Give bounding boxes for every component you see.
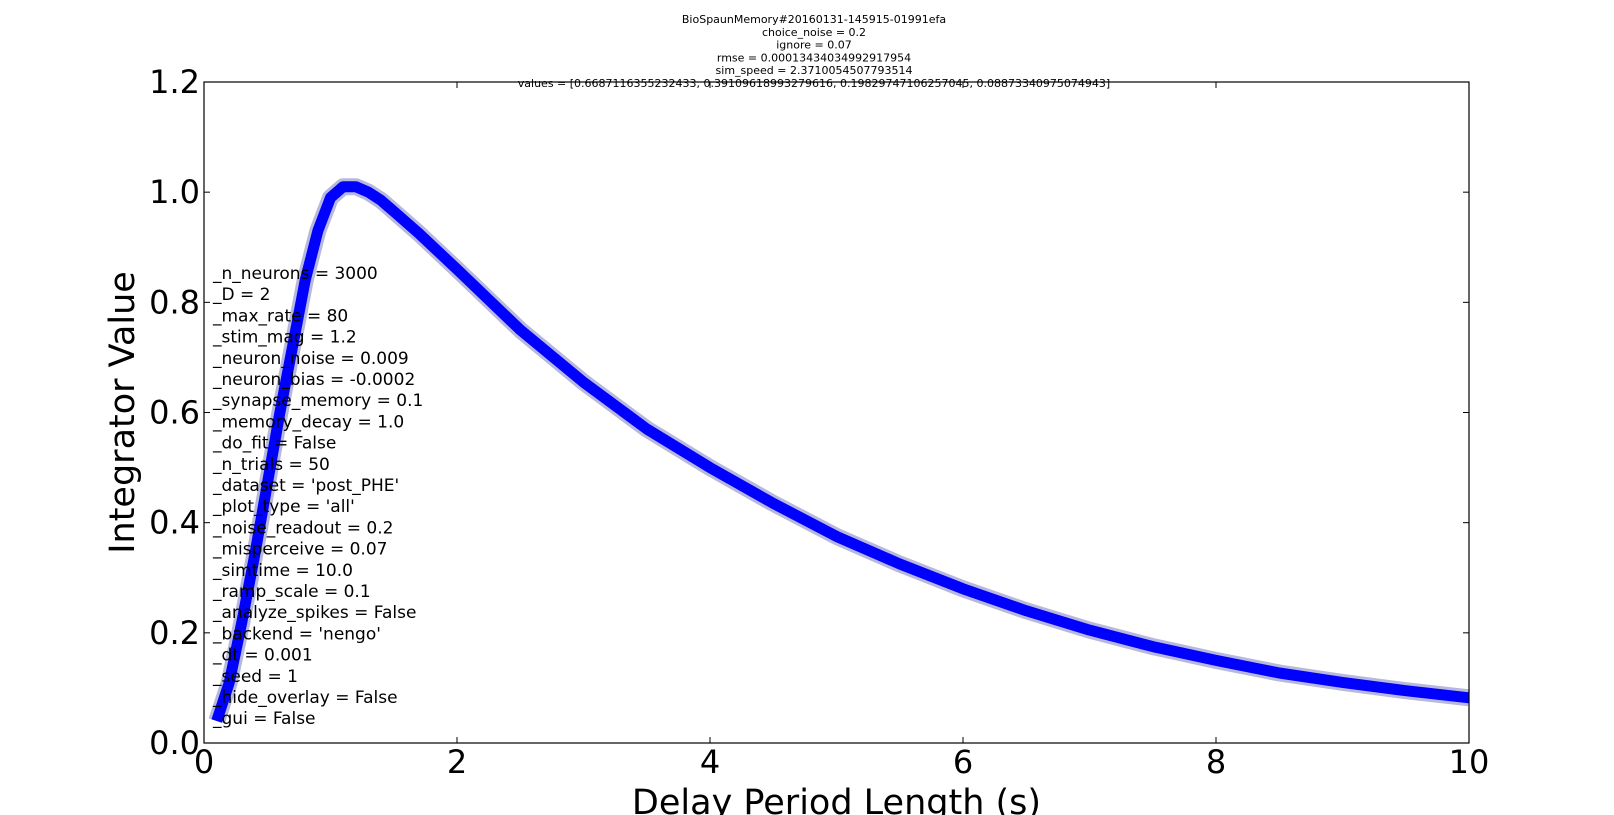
title-line-5: values = [0.6687116355232433, 0.39109618…	[518, 77, 1110, 90]
x-tick-label: 6	[953, 743, 973, 781]
title-line-2: ignore = 0.07	[776, 39, 852, 52]
param-line-0: _n_neurons = 3000	[212, 264, 378, 284]
y-tick-label: 0.6	[149, 394, 200, 432]
param-line-9: _n_trials = 50	[212, 455, 330, 475]
title-line-1: choice_noise = 0.2	[762, 26, 866, 39]
param-line-16: _analyze_spikes = False	[212, 603, 416, 623]
parameter-annotation: _n_neurons = 3000_D = 2_max_rate = 80_st…	[212, 264, 423, 729]
param-line-17: _backend = 'nengo'	[212, 624, 381, 644]
axis-ticks: 0 2 4 6 8 10 0.0 0.2 0.4 0.6 0.8 1.0 1.2	[149, 63, 1489, 781]
series-band	[208, 178, 1470, 724]
title-line-4: sim_speed = 2.3710054507793514	[716, 64, 913, 77]
param-line-2: _max_rate = 80	[212, 306, 348, 326]
x-axis-label: Delay Period Length (s)	[632, 783, 1041, 815]
y-tick-label: 0.8	[149, 283, 200, 321]
param-line-3: _stim_mag = 1.2	[212, 328, 357, 348]
param-line-19: _seed = 1	[212, 667, 298, 687]
param-line-6: _synapse_memory = 0.1	[212, 391, 423, 411]
series-line	[211, 181, 1470, 723]
y-tick-label: 0.0	[149, 724, 200, 762]
param-line-11: _plot_type = 'all'	[212, 497, 355, 517]
param-line-12: _noise_readout = 0.2	[212, 518, 393, 538]
param-line-7: _memory_decay = 1.0	[212, 412, 404, 432]
y-axis-label: Integrator Value	[103, 271, 143, 554]
param-line-8: _do_fit = False	[212, 434, 336, 454]
param-line-1: _D = 2	[212, 285, 270, 305]
x-tick-label: 4	[700, 743, 720, 781]
chart-title: BioSpaunMemory#20160131-145915-01991efac…	[518, 13, 1110, 90]
y-tick-label: 1.0	[149, 173, 200, 211]
title-line-0: BioSpaunMemory#20160131-145915-01991efa	[682, 13, 946, 26]
param-line-5: _neuron_bias = -0.0002	[212, 370, 415, 390]
confidence-band	[208, 178, 1470, 724]
param-line-14: _simtime = 10.0	[212, 561, 353, 581]
param-line-10: _dataset = 'post_PHE'	[212, 476, 399, 496]
x-tick-label: 2	[447, 743, 467, 781]
param-line-4: _neuron_noise = 0.009	[212, 349, 409, 369]
param-line-18: _dt = 0.001	[212, 646, 313, 666]
mean-line	[211, 181, 1470, 723]
y-tick-label: 1.2	[149, 63, 200, 101]
param-line-20: _hide_overlay = False	[212, 688, 398, 708]
y-tick-label: 0.2	[149, 614, 200, 652]
x-tick-label: 0	[194, 743, 214, 781]
x-tick-label: 10	[1449, 743, 1490, 781]
param-line-15: _ramp_scale = 0.1	[212, 582, 371, 602]
param-line-13: _misperceive = 0.07	[212, 540, 387, 560]
title-line-3: rmse = 0.00013434034992917954	[717, 51, 911, 64]
x-tick-label: 8	[1206, 743, 1226, 781]
y-tick-label: 0.4	[149, 504, 200, 542]
param-line-21: _gui = False	[212, 709, 316, 729]
